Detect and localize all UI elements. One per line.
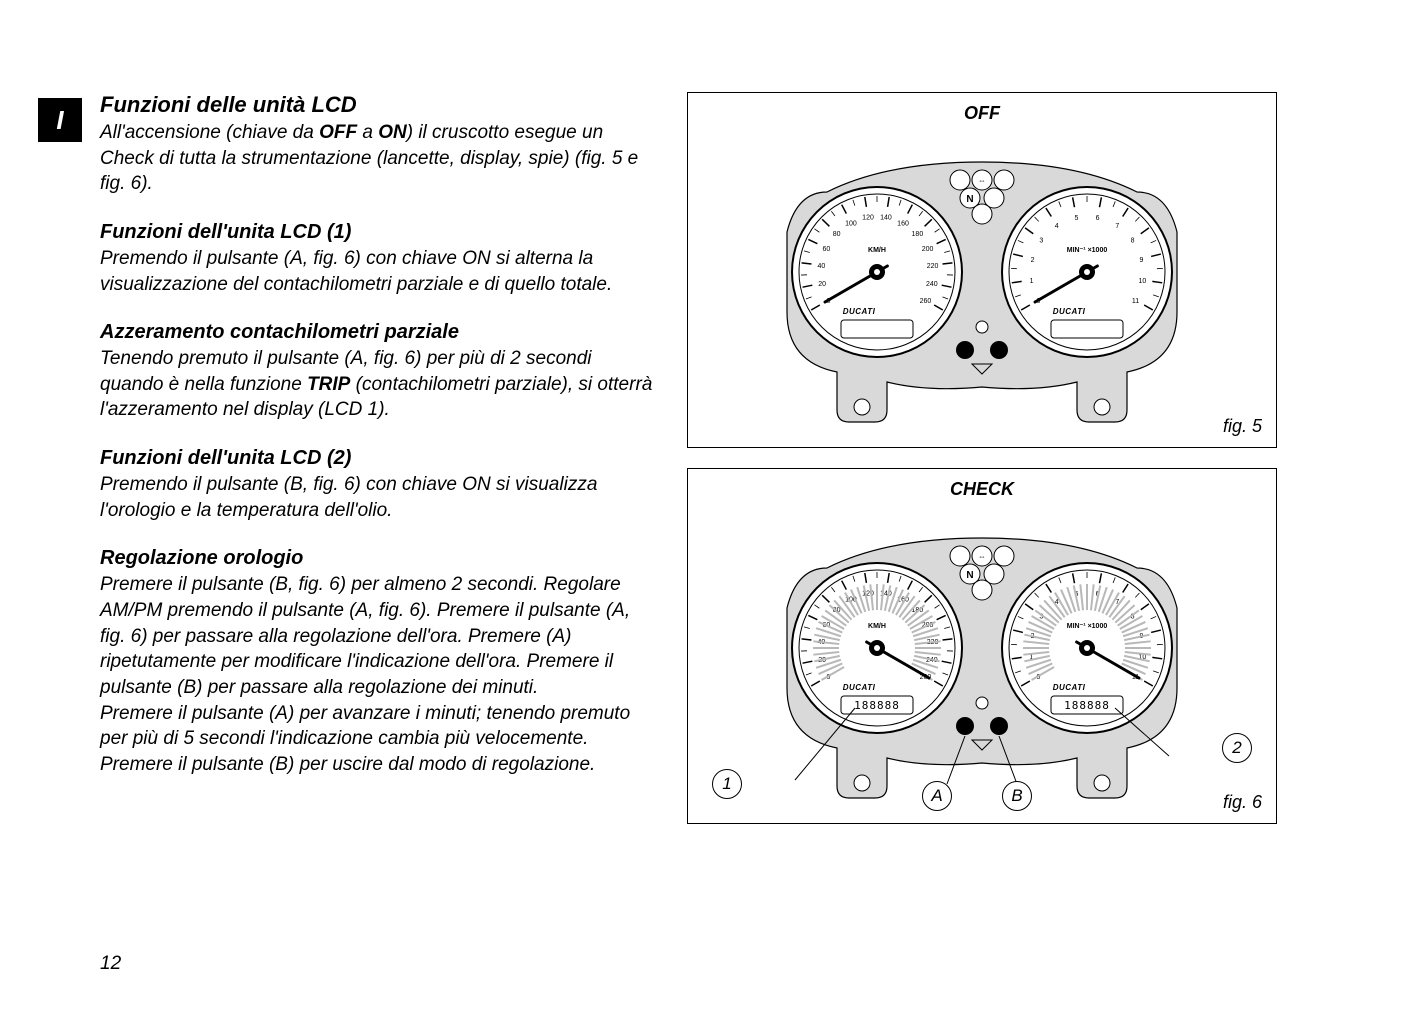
- svg-text:KM/H: KM/H: [868, 247, 886, 254]
- figure-5-title: OFF: [964, 103, 1000, 124]
- text-column: Funzioni delle unità LCD All'accensione …: [100, 92, 660, 778]
- svg-text:140: 140: [880, 215, 892, 222]
- svg-text:160: 160: [897, 220, 909, 227]
- svg-text:240: 240: [926, 281, 938, 288]
- svg-text:DUCATI: DUCATI: [1053, 683, 1086, 692]
- figure-6-title: CHECK: [950, 479, 1014, 500]
- svg-text:⇔: ⇔: [978, 176, 986, 185]
- heading-lcd1: Funzioni dell'unita LCD (1): [100, 221, 660, 244]
- svg-text:40: 40: [818, 263, 826, 270]
- page-number: 12: [100, 953, 121, 975]
- svg-text:7: 7: [1115, 223, 1119, 230]
- paragraph-clock: Premere il pulsante (B, fig. 6) per alme…: [100, 572, 660, 700]
- svg-text:80: 80: [833, 231, 841, 238]
- svg-text:100: 100: [845, 220, 857, 227]
- language-tab: I: [38, 98, 82, 142]
- svg-text:DUCATI: DUCATI: [1053, 307, 1086, 316]
- svg-text:10: 10: [1139, 278, 1147, 285]
- svg-text:⇔: ⇔: [978, 552, 986, 561]
- figure-5: OFF ⇔N0204060801001201401601802002202402…: [687, 92, 1277, 448]
- figure-6-caption: fig. 6: [1223, 792, 1262, 813]
- callout-a: A: [922, 781, 952, 811]
- svg-text:180: 180: [912, 231, 924, 238]
- heading-trip-reset: Azzeramento contachilometri parziale: [100, 321, 660, 344]
- svg-text:1: 1: [1030, 278, 1034, 285]
- paragraph-lcd1: Premendo il pulsante (A, fig. 6) con chi…: [100, 246, 660, 297]
- dashboard-off-svg: ⇔N020406080100120140160180200220240260KM…: [747, 132, 1217, 432]
- svg-text:120: 120: [862, 215, 874, 222]
- intro-off: OFF: [319, 122, 357, 143]
- svg-text:MIN⁻¹ ×1000: MIN⁻¹ ×1000: [1067, 623, 1108, 630]
- svg-text:188888: 188888: [854, 699, 900, 712]
- svg-text:MIN⁻¹ ×1000: MIN⁻¹ ×1000: [1067, 247, 1108, 254]
- callout-1: 1: [712, 769, 742, 799]
- callout-2: 2: [1222, 733, 1252, 763]
- svg-text:8: 8: [1131, 238, 1135, 245]
- figure-5-caption: fig. 5: [1223, 416, 1262, 437]
- svg-text:5: 5: [1074, 215, 1078, 222]
- svg-text:N: N: [966, 570, 973, 581]
- svg-text:260: 260: [920, 298, 932, 305]
- intro-text-pre: All'accensione (chiave da: [100, 122, 319, 143]
- svg-text:DUCATI: DUCATI: [843, 307, 876, 316]
- svg-text:4: 4: [1055, 223, 1059, 230]
- paragraph-trip: Tenendo premuto il pulsante (A, fig. 6) …: [100, 346, 660, 423]
- paragraph-lcd2: Premendo il pulsante (B, fig. 6) con chi…: [100, 472, 660, 523]
- intro-on: ON: [378, 122, 407, 143]
- svg-text:2: 2: [1031, 257, 1035, 264]
- paragraph-clock2: Premere il pulsante (A) per avanzare i m…: [100, 701, 660, 778]
- svg-text:N: N: [966, 194, 973, 205]
- svg-text:220: 220: [927, 263, 939, 270]
- svg-text:KM/H: KM/H: [868, 623, 886, 630]
- svg-text:60: 60: [823, 246, 831, 253]
- trip-bold: TRIP: [307, 374, 350, 395]
- svg-text:200: 200: [922, 246, 934, 253]
- paragraph-intro: All'accensione (chiave da OFF a ON) il c…: [100, 120, 660, 197]
- callout-b: B: [1002, 781, 1032, 811]
- figure-6: CHECK ⇔N02040608010012014016018020022024…: [687, 468, 1277, 824]
- heading-lcd2: Funzioni dell'unita LCD (2): [100, 447, 660, 470]
- intro-text-mid: a: [357, 122, 378, 143]
- dashboard-check-svg: ⇔N020406080100120140160180200220240260KM…: [747, 508, 1217, 808]
- svg-text:DUCATI: DUCATI: [843, 683, 876, 692]
- svg-text:3: 3: [1039, 238, 1043, 245]
- heading-clock: Regolazione orologio: [100, 547, 660, 570]
- svg-text:6: 6: [1096, 215, 1100, 222]
- svg-text:9: 9: [1139, 257, 1143, 264]
- svg-text:20: 20: [818, 281, 826, 288]
- svg-text:188888: 188888: [1064, 699, 1110, 712]
- heading-main: Funzioni delle unità LCD: [100, 92, 660, 118]
- svg-text:11: 11: [1132, 298, 1139, 305]
